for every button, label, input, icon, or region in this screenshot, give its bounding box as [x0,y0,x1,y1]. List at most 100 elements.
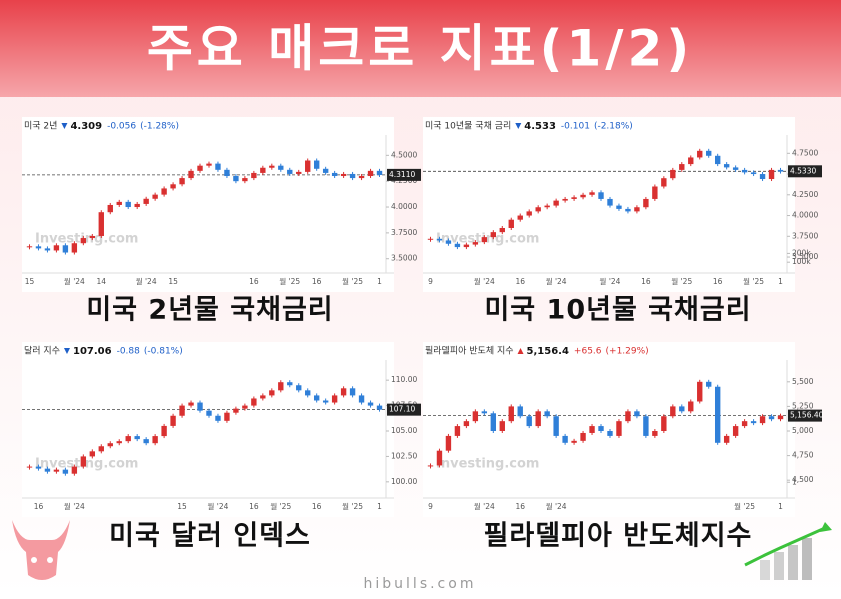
candle [670,406,676,417]
x-tick-label: 15 [168,277,178,286]
candle [107,204,113,213]
instrument-name: 미국 10년물 국채 금리 [425,121,511,132]
candle [750,421,757,424]
watermark: Investing.com [436,232,539,247]
candle [278,382,284,391]
candle [490,232,497,238]
candle [616,205,622,209]
x-tick-label: 월 '24 [136,276,157,286]
candle [62,245,69,253]
candle [278,165,284,170]
candle [71,466,78,474]
candle [454,426,461,436]
direction-arrow [63,348,70,354]
candle [445,240,452,244]
candle [80,238,87,244]
direction-arrow [515,123,522,129]
candle [242,178,248,182]
caption: 미국 2년물 국채금리 [86,295,333,326]
candle [313,395,320,401]
candle [643,198,649,208]
x-tick-label: 월 '24 [64,276,85,286]
price: 107.06 [73,346,112,357]
x-tick-label: 1 [778,277,783,286]
candle [80,456,87,467]
panel-bg [22,117,394,292]
x-tick-label: 14 [97,277,107,286]
chart-panel: 미국 2년 4.309 -0.056 (-1.28%) 3.5000 3.7500 4.00… [22,117,421,326]
candle [116,201,122,205]
candle [170,184,176,189]
x-tick-label: 월 '24 [600,276,621,286]
candle [571,440,577,443]
candle [287,169,293,174]
x-tick-label: 9 [428,502,433,511]
change-pct: (+1.29%) [606,347,649,357]
x-tick-label: 15 [177,502,187,511]
candle [170,415,176,426]
candle [376,405,383,410]
candle [53,469,60,472]
candle [269,165,275,168]
candle [322,400,329,403]
candle [331,395,338,403]
candle [296,385,302,391]
candle [197,165,203,171]
candle [340,173,347,177]
candle [224,412,230,421]
candle [508,406,514,422]
charts: 미국 2년 4.309 -0.056 (-1.28%) 3.5000 3.7500 4.00… [22,117,824,552]
candle [750,172,757,175]
x-tick-label: 월 '25 [671,276,692,286]
x-tick-label: 월 '25 [279,276,300,286]
y-tick-label: 3.7500 [391,228,417,237]
candle [296,171,302,174]
header-title: 주요 매크로 지표(1/2) [147,20,693,78]
bull-logo [12,520,70,580]
x-tick-label: 16 [249,502,259,511]
footer-site: hibulls.com [364,576,477,592]
candle [125,201,131,208]
candle [215,415,221,421]
x-tick-label: 월 '25 [342,276,363,286]
current-price-box [387,403,421,416]
candle [759,174,766,180]
candle [349,173,356,179]
change-pct: (-2.18%) [594,122,633,132]
x-tick-label: 월 '24 [546,276,567,286]
candle [206,163,212,166]
x-tick-label: 월 '24 [64,501,85,511]
candle [367,402,374,406]
candle [598,426,604,431]
candle [607,198,613,206]
header-band [0,0,841,97]
current-price-label: 5,156.40 [790,411,824,420]
candle [233,408,239,413]
candle [634,411,640,417]
instrument-name: 달러 지수 [24,345,60,357]
candle [98,446,104,452]
candle [35,246,42,249]
candle [116,441,122,444]
candle [652,431,658,436]
x-tick-label: 월 '25 [270,501,291,511]
candle [349,388,356,396]
y-tick-label: 105.00 [391,426,417,435]
current-price-label: 107.10 [389,405,415,414]
current-price-box [788,409,822,422]
candle [688,157,694,165]
candle [107,443,113,447]
y-tick-label: 4.2500 [792,190,818,199]
candle [152,194,158,199]
candle [580,194,586,198]
candle [35,466,42,469]
candle [562,198,568,201]
candle [732,426,739,436]
x-tick-label: 16 [34,502,44,511]
candle [481,237,488,243]
x-tick-label: 월 '25 [734,501,755,511]
y-tick-label: 4.0000 [792,211,818,220]
candle [26,246,33,248]
panel-bg [423,342,795,517]
candle [741,421,748,427]
